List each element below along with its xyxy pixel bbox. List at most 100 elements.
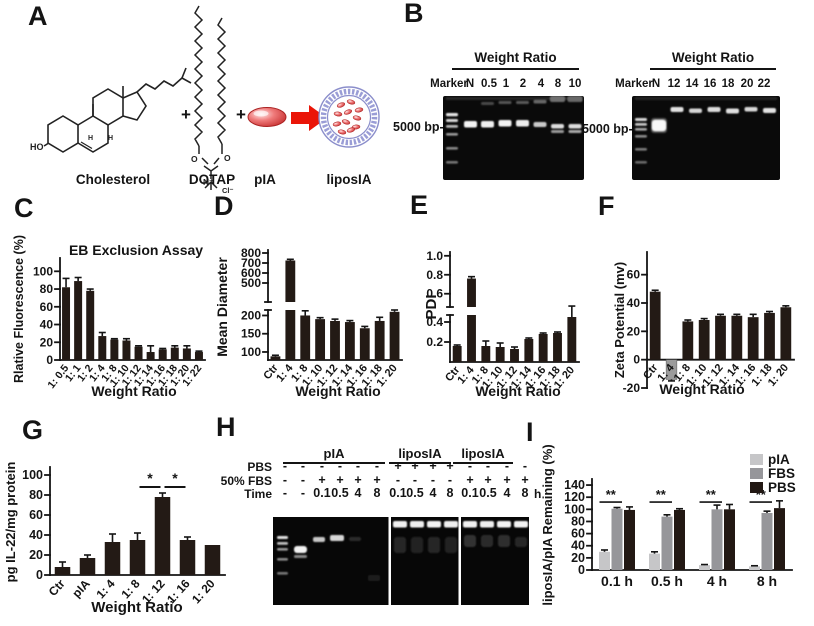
h-cell-pbs: - (522, 459, 528, 473)
gel-divider (388, 517, 391, 605)
h-cell-time: 8 (373, 486, 381, 500)
gel-background (632, 96, 780, 180)
y-tick-label: 0 (46, 353, 53, 367)
bar (467, 278, 476, 307)
bar (674, 509, 685, 570)
sig-star: * (172, 470, 178, 486)
n-plus-label: N⁺ (203, 177, 214, 187)
y-tick-label: 40 (40, 318, 54, 332)
bar (452, 346, 462, 362)
bar (538, 334, 548, 362)
x-tick-label: 1: 20 (189, 576, 218, 606)
plus-sign: + (236, 105, 246, 124)
gel-b-right-lane-label: Marker (615, 78, 653, 90)
size-label-right: 5000 bp- (582, 122, 633, 136)
bar (624, 509, 635, 570)
y-tick-label: 100 (22, 468, 43, 482)
gel-b-left-lane-label: 1 (502, 78, 510, 90)
bar (510, 349, 519, 362)
pia-label: pIA (254, 172, 276, 187)
bar (344, 322, 355, 360)
panel-a-label: A (28, 1, 48, 31)
h-row-fbs: 50% FBS (220, 473, 272, 488)
bar (62, 287, 71, 360)
h-label: H (88, 135, 93, 142)
bar (698, 320, 710, 360)
y-tick-label: 40 (627, 296, 641, 310)
h-group-liposia-2: liposIA (453, 446, 513, 464)
h-cell-pbs: - (374, 459, 380, 473)
gel-b-right-lane-label: 14 (685, 78, 699, 90)
bar (724, 509, 735, 570)
sig-star: * (147, 470, 153, 486)
h-cell-50-fbs: + (373, 472, 381, 487)
bar (110, 339, 119, 360)
x-axis-label: Weight Ratio (91, 383, 176, 399)
h-cell-time: 0.5 (479, 486, 497, 500)
bar (98, 336, 107, 360)
sig-star: ** (706, 487, 717, 502)
dotap-label: DOTAP (188, 172, 236, 187)
panel-a-illustration: HO H H O O N⁺ Cl⁻ (30, 5, 380, 195)
y-tick-label: 0 (578, 563, 585, 577)
o-label: O (191, 154, 198, 164)
h-cell-pbs: - (467, 459, 473, 473)
y-tick-label: 0.6 (426, 287, 443, 301)
gel-b-left-lane-label: 0.5 (481, 78, 497, 90)
gel-image-b-right (632, 96, 780, 180)
h-cell-time: 8 (521, 486, 529, 500)
bar (747, 317, 759, 360)
panel-f-label: F (598, 191, 615, 221)
panel-h-label: H (216, 412, 236, 442)
bar (389, 311, 400, 360)
gel-b-right-lane-label: 18 (721, 78, 735, 90)
bar (86, 290, 95, 360)
y-tick-label: 60 (40, 300, 54, 314)
gel-b-left-lane-label: N (465, 78, 475, 90)
legend-label: PBS (768, 480, 796, 495)
h-time-unit: h (534, 487, 542, 501)
panel-i-label: I (526, 417, 534, 447)
y-tick-label: 100 (564, 502, 585, 516)
gel-image-b-left (443, 96, 584, 180)
y-axis-label: Rlative Fluorescence (%) (12, 235, 26, 383)
bar (104, 542, 121, 575)
gel-b-left-lane-label: 4 (537, 78, 545, 90)
sig-star: ** (656, 487, 667, 502)
bar (285, 260, 296, 302)
y-tick-label: 0.4 (426, 315, 443, 329)
y-tick-label: 40 (571, 539, 585, 553)
x-axis-label: Weight Ratio (91, 599, 182, 616)
panel-e-label: E (410, 190, 429, 220)
h-cell-time: 0.5 (406, 486, 424, 500)
gel-image-h (273, 517, 529, 605)
h-cell-pbs: - (300, 459, 306, 473)
bar (699, 565, 710, 570)
bar (567, 317, 577, 362)
group-label: 8 h (757, 573, 777, 589)
bar (495, 347, 505, 362)
h-cell-50-fbs: + (318, 472, 326, 487)
pia-oval (247, 107, 287, 127)
y-tick-label: 140 (564, 478, 585, 492)
y-tick-label: 20 (40, 335, 54, 349)
h-cell-50-fbs: + (521, 472, 529, 487)
panel-g-label: G (22, 415, 44, 445)
x-axis-label: Weight Ratio (659, 381, 744, 397)
h-cell-50-fbs: + (336, 472, 344, 487)
h-cell-pbs: - (485, 459, 491, 473)
bar (134, 346, 143, 360)
gel-b-left-lane-label: 10 (568, 78, 582, 90)
bar (764, 312, 775, 360)
bar (154, 497, 171, 575)
y-axis-label: PDI (423, 294, 440, 319)
y-tick-label: 20 (627, 324, 641, 338)
bar (122, 340, 131, 360)
bar (749, 566, 760, 570)
legend-swatch (750, 454, 763, 465)
